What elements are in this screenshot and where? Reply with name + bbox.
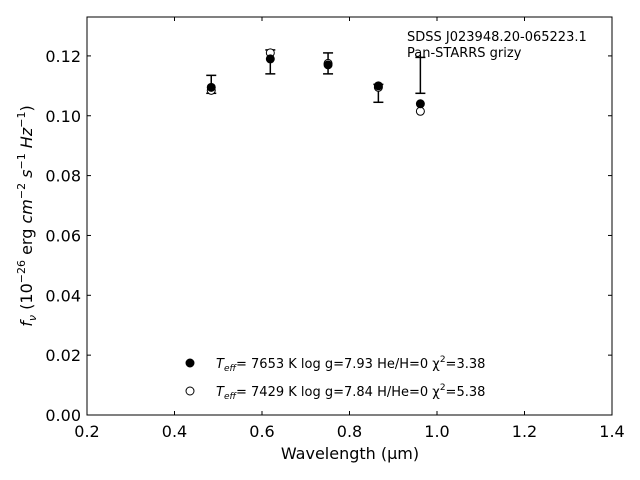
- legend-marker-filled: [185, 358, 195, 368]
- annotation-object-name: SDSS J023948.20-065223.1: [407, 30, 587, 45]
- y-axis-label: fν (10−26 erg cm−2 s−1 Hz−1): [15, 105, 39, 326]
- model-point-filled: [373, 81, 383, 91]
- x-tick-label: 1.0: [424, 422, 449, 441]
- x-tick-label: 0.4: [162, 422, 187, 441]
- data-points: [206, 48, 425, 116]
- y-tick-label: 0.04: [45, 286, 81, 305]
- x-tick-label: 1.4: [599, 422, 624, 441]
- legend-entry-2: Teff= 7429 K log g=7.84 H/He=0 χ2=5.38: [216, 383, 485, 402]
- legend-entry-1: Teff= 7653 K log g=7.93 He/H=0 χ2=3.38: [216, 355, 485, 374]
- x-tick-label: 1.2: [512, 422, 537, 441]
- plot-frame: [86, 16, 613, 416]
- y-tick-label: 0.08: [45, 167, 81, 186]
- legend: Teff= 7653 K log g=7.93 He/H=0 χ2=3.38 T…: [185, 355, 485, 402]
- model-point-filled: [323, 60, 333, 70]
- model-point-filled: [265, 54, 275, 64]
- axis-ticks: 0.2 0.4 0.6 0.8 1.0 1.2 1.4 0.00 0.02 0.04 0.06 0.0…: [45, 17, 625, 441]
- y-tick-label: 0.12: [45, 47, 81, 66]
- model-point-open: [415, 106, 425, 116]
- x-tick-label: 0.8: [337, 422, 362, 441]
- x-axis-label: Wavelength (μm): [281, 444, 419, 463]
- model-point-filled: [206, 82, 216, 92]
- legend-marker-open: [185, 386, 195, 396]
- model-point-filled: [415, 99, 425, 109]
- y-tick-label: 0.10: [45, 107, 81, 126]
- annotation-survey: Pan-STARRS grizy: [407, 46, 522, 61]
- x-tick-label: 0.2: [74, 422, 99, 441]
- x-tick-label: 0.6: [249, 422, 274, 441]
- y-tick-label: 0.00: [45, 406, 81, 425]
- y-tick-label: 0.02: [45, 346, 81, 365]
- y-tick-label: 0.06: [45, 226, 81, 245]
